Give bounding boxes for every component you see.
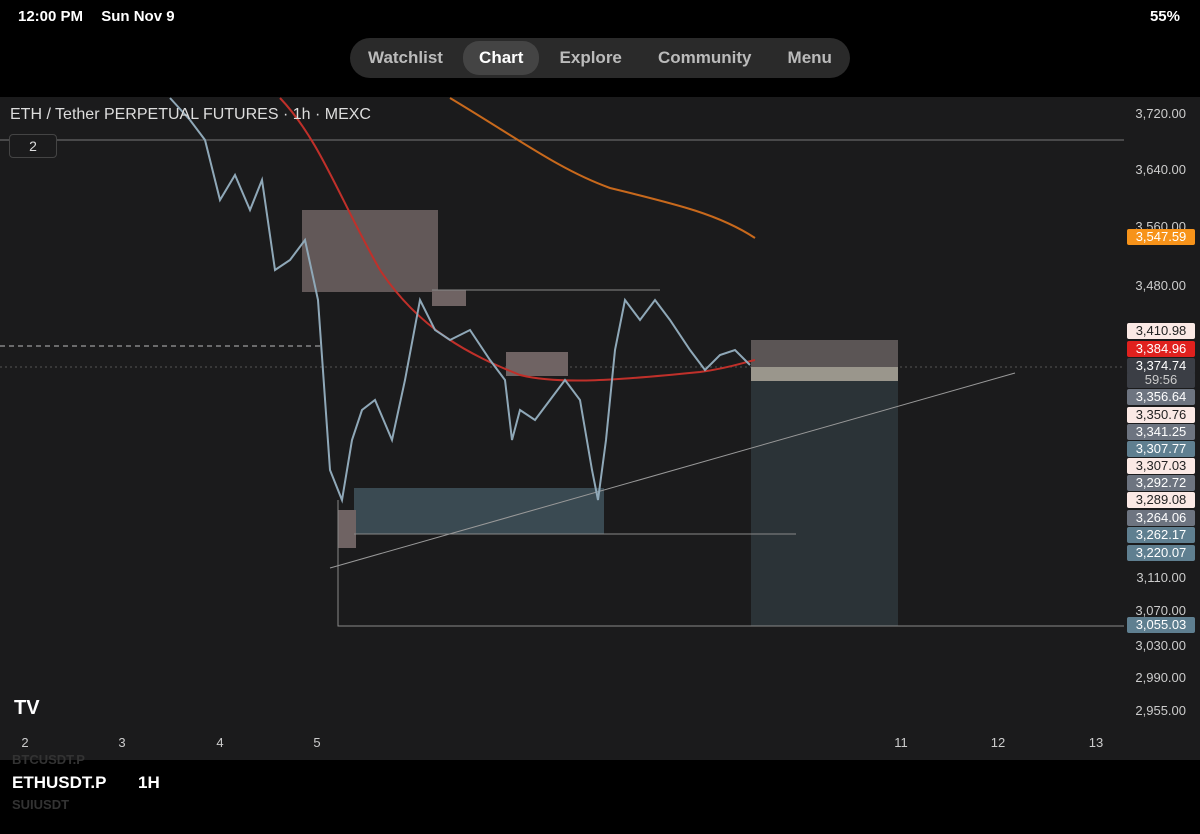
price-badge: 3,374.74 [1127,358,1195,374]
price-badge: 3,350.76 [1127,407,1195,423]
price-label: 3,030.00 [1135,638,1186,653]
nav-bar: Watchlist Chart Explore Community Menu [350,38,850,78]
date: Sun Nov 9 [101,8,175,25]
time-label: 5 [313,735,321,750]
zone [506,352,568,376]
list-symbol[interactable]: BTCUSDT.P [12,752,85,767]
zone [354,488,604,534]
time: 12:00 PM [18,8,84,25]
price-label: 3,070.00 [1135,603,1186,618]
price-badge: 3,262.17 [1127,527,1195,543]
time-label: 11 [894,735,908,750]
logo: TV [14,697,40,719]
price-label: 3,640.00 [1135,162,1186,177]
battery: 55% [1149,8,1180,25]
price-badge: 3,220.07 [1127,545,1195,561]
time-label: 12 [990,735,1006,750]
price-badge: 3,547.59 [1127,229,1195,245]
nav-tab[interactable]: Explore [559,48,622,67]
bottom-bar [0,760,1200,834]
price-candles [169,97,751,504]
chart-area [0,97,1200,760]
time-label: 4 [216,735,224,750]
target-zone [751,381,898,626]
price-badge: 3,356.64 [1127,389,1195,405]
price-label: 3,110.00 [1136,570,1186,585]
h-line [337,500,1124,627]
indicator-toggle[interactable]: 2 [9,134,57,158]
price-badge: 3,292.72 [1127,475,1195,491]
interval[interactable]: 1H [138,773,160,792]
time-label: 2 [21,735,29,750]
nav-tab[interactable]: Menu [787,48,832,67]
stop-zone [751,340,898,367]
nav-tab[interactable]: Watchlist [368,48,443,67]
time-label: 13 [1088,735,1104,750]
nav-tab[interactable]: Chart [463,41,540,75]
chart-title: ETH / Tether PERPETUAL FUTURES · 1h · ME… [10,106,371,123]
zone [432,290,466,306]
price-badge: 3,264.06 [1127,510,1195,526]
price-badge: 59:56 [1127,372,1195,388]
ma-long [449,97,756,239]
symbol[interactable]: ETHUSDT.P [12,773,107,792]
status-bar: 12:00 PM Sun Nov 9 [18,8,189,25]
trend-line [329,372,1016,569]
price-badge: 3,055.03 [1127,617,1195,633]
entry-zone [751,367,898,381]
price-badge: 3,289.08 [1127,492,1195,508]
price-badge: 3,307.77 [1127,441,1195,457]
time-label: 3 [118,735,126,750]
price-label: 2,955.00 [1135,703,1186,718]
price-label: 2,990.00 [1135,670,1186,685]
nav-tab[interactable]: Community [657,48,752,67]
price-badge: 3,307.03 [1127,458,1195,474]
price-badge: 3,341.25 [1127,424,1195,440]
price-badge: 3,384.96 [1127,341,1195,357]
zone [338,510,356,548]
price-label: 3,480.00 [1135,278,1186,293]
list-symbol[interactable]: SUIUSDT [12,797,70,812]
price-label: 3,720.00 [1135,106,1186,121]
price-badge: 3,410.98 [1127,323,1195,339]
